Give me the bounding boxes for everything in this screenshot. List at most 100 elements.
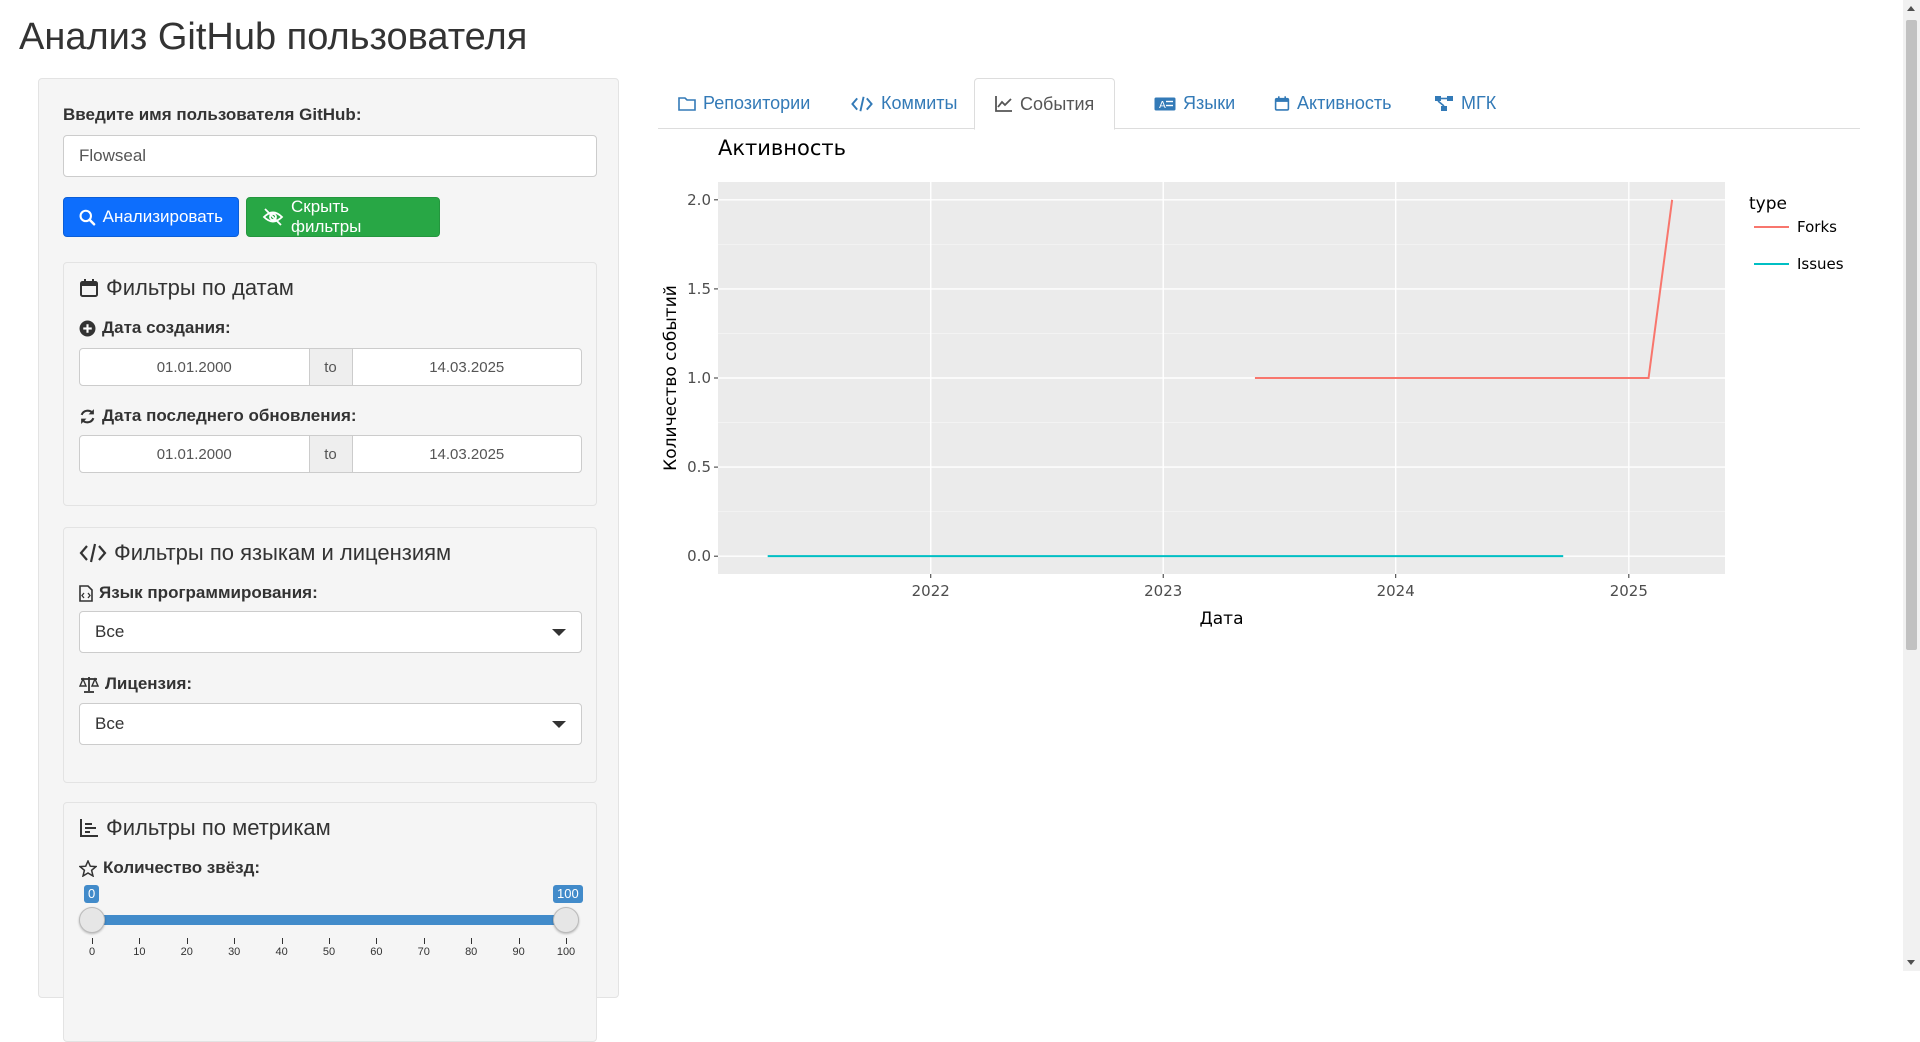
license-select[interactable]: Все (79, 703, 582, 745)
lang-filters-title: Фильтры по языкам и лицензиям (114, 540, 452, 565)
language-icon: A (1154, 97, 1176, 111)
range-separator: to (309, 348, 352, 386)
code-icon (79, 543, 107, 563)
language-label: Язык программирования: (79, 583, 318, 603)
code-icon (851, 96, 873, 111)
y-axis-label: Количество событий (661, 285, 681, 471)
lang-filters-panel: Фильтры по языкам и лицензиям Язык прогр… (63, 527, 597, 783)
slider-tick-label: 0 (88, 946, 96, 958)
slider-tick-label: 90 (512, 946, 525, 958)
tab-bar: Репозитории Коммиты События A Языки Акти… (658, 78, 1860, 130)
tab-label: Коммиты (881, 93, 958, 113)
page-scrollbar[interactable] (1903, 0, 1920, 971)
slider-max-label: 100 (553, 885, 583, 903)
tab-label: Репозитории (703, 93, 811, 113)
created-label-text: Дата создания: (102, 318, 231, 337)
calendar-icon (1274, 96, 1290, 111)
slider-tick-label: 50 (322, 946, 336, 958)
updated-label-text: Дата последнего обновления: (102, 406, 357, 425)
tab-repositories[interactable]: Репозитории (658, 78, 830, 129)
line-chart-icon (995, 96, 1012, 112)
metric-filters-heading: Фильтры по метрикам (79, 815, 331, 841)
stars-label: Количество звёзд: (79, 858, 260, 878)
tab-languages[interactable]: A Языки (1134, 78, 1255, 129)
range-separator: to (309, 435, 352, 473)
slider-min-handle[interactable] (79, 907, 105, 933)
updated-to-input[interactable]: 14.03.2025 (351, 435, 582, 473)
tab-label: События (1020, 93, 1095, 114)
x-axis-label: Дата (1199, 609, 1243, 629)
date-filters-title: Фильтры по датам (106, 275, 294, 300)
created-to-input[interactable]: 14.03.2025 (351, 348, 582, 386)
slider-tick (471, 938, 473, 944)
slider-min-label: 0 (84, 885, 100, 903)
slider-tick (566, 938, 567, 944)
scroll-down-icon[interactable] (1907, 960, 1915, 965)
legend-title: type (1749, 194, 1787, 214)
tab-activity[interactable]: Активность (1254, 78, 1412, 129)
created-label: Дата создания: (79, 318, 231, 338)
slider-tick-label: 40 (275, 946, 288, 958)
scroll-up-icon[interactable] (1907, 6, 1915, 11)
y-tick-label: 0.0 (687, 547, 711, 565)
tab-label: Активность (1297, 93, 1392, 113)
slider-tick-label: 60 (370, 946, 383, 958)
slider-tick-label: 30 (228, 946, 241, 958)
calendar-icon (80, 279, 98, 297)
slider-tick-label: 80 (465, 946, 478, 958)
sidebar-panel: Введите имя пользователя GitHub: Анализи… (38, 78, 619, 1042)
analyze-button[interactable]: Анализировать (63, 197, 239, 237)
language-select-value: Все (95, 622, 125, 641)
tab-label: МГК (1461, 93, 1497, 113)
plus-circle-icon (79, 320, 96, 336)
slider-tick (281, 938, 283, 944)
file-code-icon (79, 584, 93, 602)
x-tick-label: 2025 (1610, 582, 1648, 600)
date-filters-panel: Фильтры по датам Дата создания: 01.01.20… (63, 262, 597, 506)
folder-icon (678, 97, 696, 111)
search-icon (79, 209, 96, 226)
hide-filters-button[interactable]: Скрыть фильтры (246, 197, 440, 237)
series-line-forks (1254, 199, 1674, 379)
y-tick-label: 1.5 (687, 280, 711, 298)
chevron-down-icon (552, 720, 566, 728)
license-label: Лицензия: (79, 674, 192, 694)
analyze-button-label: Анализировать (102, 207, 223, 226)
license-label-text: Лицензия: (105, 674, 193, 693)
refresh-icon (80, 408, 95, 424)
tab-events[interactable]: События (974, 78, 1116, 130)
updated-label: Дата последнего обновления: (79, 406, 357, 426)
slider-max-handle[interactable] (553, 907, 579, 933)
slider-tick (376, 938, 378, 944)
sitemap-icon (1435, 96, 1453, 111)
created-from-input[interactable]: 01.01.2000 (79, 348, 310, 386)
legend-label-forks: Forks (1797, 218, 1837, 236)
balance-scale-icon (79, 676, 99, 693)
slider-tick-label: 10 (133, 946, 146, 958)
slider-tick (92, 938, 93, 944)
created-date-range: 01.01.2000 to 14.03.2025 (79, 348, 582, 386)
tab-pca[interactable]: МГК (1414, 78, 1516, 129)
bar-chart-icon (80, 819, 98, 837)
username-input[interactable] (63, 135, 597, 177)
x-tick-label: 2022 (912, 582, 950, 600)
tab-commits[interactable]: Коммиты (830, 78, 977, 129)
y-tick-label: 0.5 (687, 458, 711, 476)
metric-filters-title: Фильтры по метрикам (106, 815, 331, 840)
language-select[interactable]: Все (79, 611, 582, 653)
slider-tick (139, 938, 141, 944)
tab-label: Языки (1183, 93, 1236, 113)
x-tick-label: 2024 (1377, 582, 1415, 600)
legend-label-issues: Issues (1797, 255, 1844, 273)
scrollbar-thumb[interactable] (1906, 20, 1917, 650)
slider-track[interactable] (92, 915, 567, 925)
language-label-text: Язык программирования: (99, 583, 318, 602)
events-line-chart: Активность 0.0 0.5 1.0 1.5 2.0 2022 2023 2024 202… (661, 136, 1844, 629)
svg-text:A: A (1159, 100, 1166, 111)
chevron-down-icon (552, 628, 566, 636)
hide-filters-label: Скрыть фильтры (290, 197, 362, 236)
y-tick-label: 2.0 (687, 191, 711, 209)
updated-date-range: 01.01.2000 to 14.03.2025 (79, 435, 582, 473)
updated-from-input[interactable]: 01.01.2000 (79, 435, 310, 473)
chart-title: Активность (718, 136, 846, 160)
